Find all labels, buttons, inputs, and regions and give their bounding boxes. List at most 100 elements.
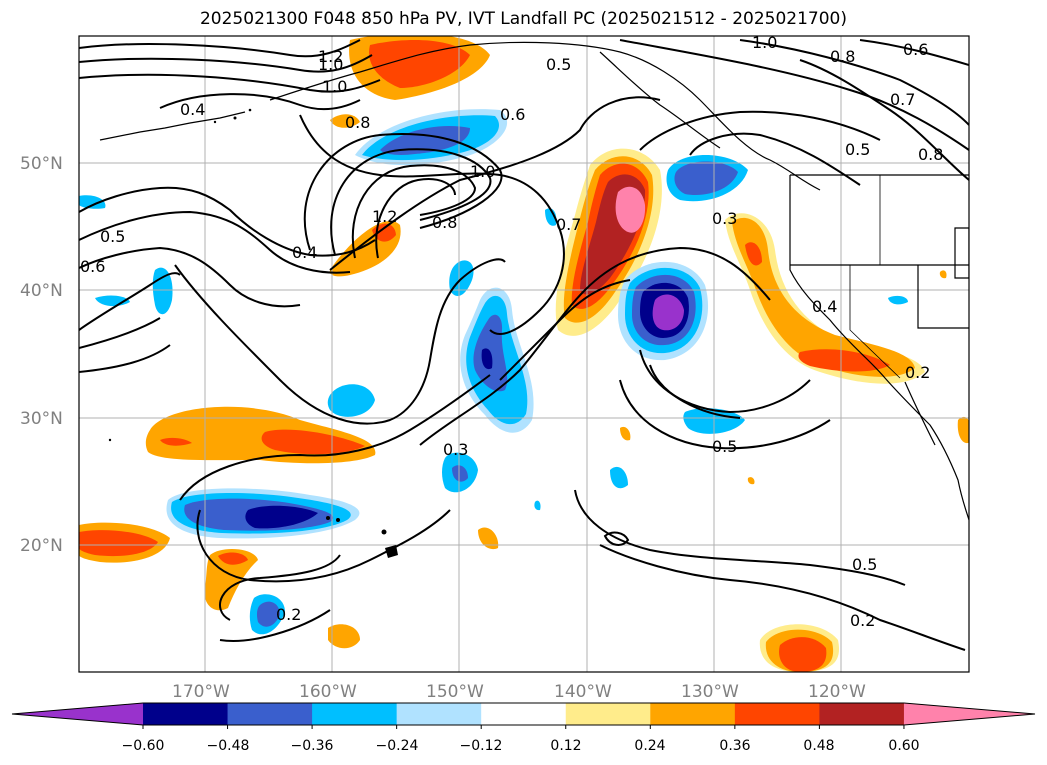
colorbar-tick-label: 0.36 [719, 738, 750, 754]
contour-label: 1.0 [318, 55, 343, 74]
colorbar-tick-label: 0.48 [803, 738, 834, 754]
contour-label: 0.4 [812, 297, 837, 316]
colorbar-segment [143, 703, 229, 725]
contour-label: 0.4 [180, 100, 205, 119]
colorbar-segment [650, 703, 736, 725]
colorbar-extend-min [12, 703, 143, 725]
contour-label: 1.2 [318, 47, 343, 66]
colorbar [11, 702, 1036, 729]
colorbar-segment [565, 703, 651, 725]
negative-anomaly-region [888, 295, 908, 305]
positive-anomaly-region [369, 40, 470, 88]
colorbar-tick-label: −0.48 [207, 738, 250, 754]
lon-label: 160°W [299, 682, 357, 702]
positive-anomaly-region [779, 637, 827, 672]
lon-label: 170°W [172, 682, 230, 702]
positive-anomaly-region [79, 530, 158, 557]
positive-anomaly-region [745, 242, 762, 266]
negative-anomaly-region [481, 348, 493, 370]
contour-label: 0.6 [80, 257, 105, 276]
contour-label: 1.2 [372, 207, 397, 226]
map-title: 2025021300 F048 850 hPa PV, IVT Landfall… [199, 9, 847, 29]
positive-anomaly-region [747, 477, 755, 485]
contour-label: 0.5 [546, 55, 571, 74]
colorbar-tick-label: 0.24 [634, 738, 665, 754]
contour-label: 0.5 [100, 227, 125, 246]
negative-anomaly-region [79, 195, 106, 209]
contour-label: 0.5 [845, 140, 870, 159]
contour-label: 0.2 [905, 363, 930, 382]
positive-anomaly-region [615, 186, 646, 233]
positive-anomaly-region [328, 624, 360, 649]
positive-anomaly-region [798, 349, 890, 372]
contour-label: 0.7 [890, 90, 915, 109]
contour-label: 0.3 [443, 440, 468, 459]
positive-anomaly-region [330, 114, 360, 128]
lon-label: 130°W [681, 682, 739, 702]
pc-shading [79, 36, 969, 672]
map-frame [78, 35, 970, 673]
contour-label: 0.8 [432, 213, 457, 232]
positive-anomaly-region [261, 429, 365, 455]
colorbar-segment [312, 703, 398, 725]
lon-label: 150°W [426, 682, 484, 702]
pv-contours [79, 39, 969, 651]
coastlines [99, 41, 969, 521]
lat-label: 20°N [20, 536, 63, 556]
colorbar-tick-label: 0.60 [888, 738, 919, 754]
contour-label: 0.8 [345, 113, 370, 132]
positive-anomaly-region [939, 270, 947, 279]
lon-label: 120°W [808, 682, 866, 702]
colorbar-tick-label: −0.60 [122, 738, 165, 754]
colorbar-extend-max [903, 703, 1035, 725]
colorbar-segment [396, 703, 482, 725]
colorbar-tick-label: −0.24 [376, 738, 419, 754]
contour-label: 0.6 [500, 105, 525, 124]
colorbar-labels: −0.60 −0.48 −0.36 −0.24 −0.12 0.12 0.24 … [122, 738, 920, 754]
negative-anomaly-region [610, 466, 628, 489]
contour-label: 1.0 [470, 162, 495, 181]
contour-label: 0.2 [276, 605, 301, 624]
state-borders [849, 175, 901, 379]
latitude-labels: 50°N 40°N 30°N 20°N [20, 154, 63, 556]
lat-label: 40°N [20, 281, 63, 301]
contour-label: 1.0 [752, 33, 777, 52]
colorbar-tick-label: 0.12 [550, 738, 581, 754]
contour-label: 0.3 [712, 209, 737, 228]
positive-anomaly-region [620, 426, 631, 441]
negative-anomaly-region [652, 294, 684, 331]
map-area: 1.0 1.2 1.0 0.8 0.4 0.5 0.6 1.0 0.8 0.7 … [79, 33, 969, 672]
lat-label: 50°N [20, 154, 63, 174]
negative-anomaly-region [380, 126, 470, 155]
colorbar-segment [481, 703, 567, 725]
negative-anomaly-region [452, 465, 468, 482]
positive-anomaly-region [204, 548, 258, 611]
contour-label: 0.8 [830, 47, 855, 66]
contour-label: 1.0 [322, 77, 347, 96]
negative-anomaly-region [256, 601, 280, 627]
contour-label: 0.8 [918, 145, 943, 164]
positive-anomaly-region [160, 437, 192, 446]
lon-label: 140°W [554, 682, 612, 702]
colorbar-tick-label: −0.36 [291, 738, 334, 754]
negative-anomaly-region [534, 500, 541, 511]
negative-anomaly-region [327, 384, 375, 417]
lat-label: 30°N [20, 409, 63, 429]
contour-label: 0.7 [556, 215, 581, 234]
colorbar-segment [227, 703, 313, 725]
negative-anomaly-region [674, 161, 738, 196]
positive-anomaly-region [478, 527, 499, 550]
contour-labels: 1.0 1.2 1.0 0.8 0.4 0.5 0.6 1.0 0.8 0.7 … [80, 33, 943, 630]
longitude-labels: 170°W 160°W 150°W 140°W 130°W 120°W [172, 682, 866, 702]
colorbar-segment [819, 703, 905, 725]
negative-anomaly-region [245, 505, 318, 529]
contour-label: 0.2 [850, 611, 875, 630]
colorbar-tick-label: −0.12 [460, 738, 503, 754]
contour-label: 0.5 [852, 555, 877, 574]
contour-label: 0.5 [712, 437, 737, 456]
contour-label: 0.4 [292, 243, 317, 262]
colorbar-segment [734, 703, 820, 725]
contour-label: 0.6 [903, 40, 928, 59]
positive-anomaly-region [725, 213, 925, 384]
